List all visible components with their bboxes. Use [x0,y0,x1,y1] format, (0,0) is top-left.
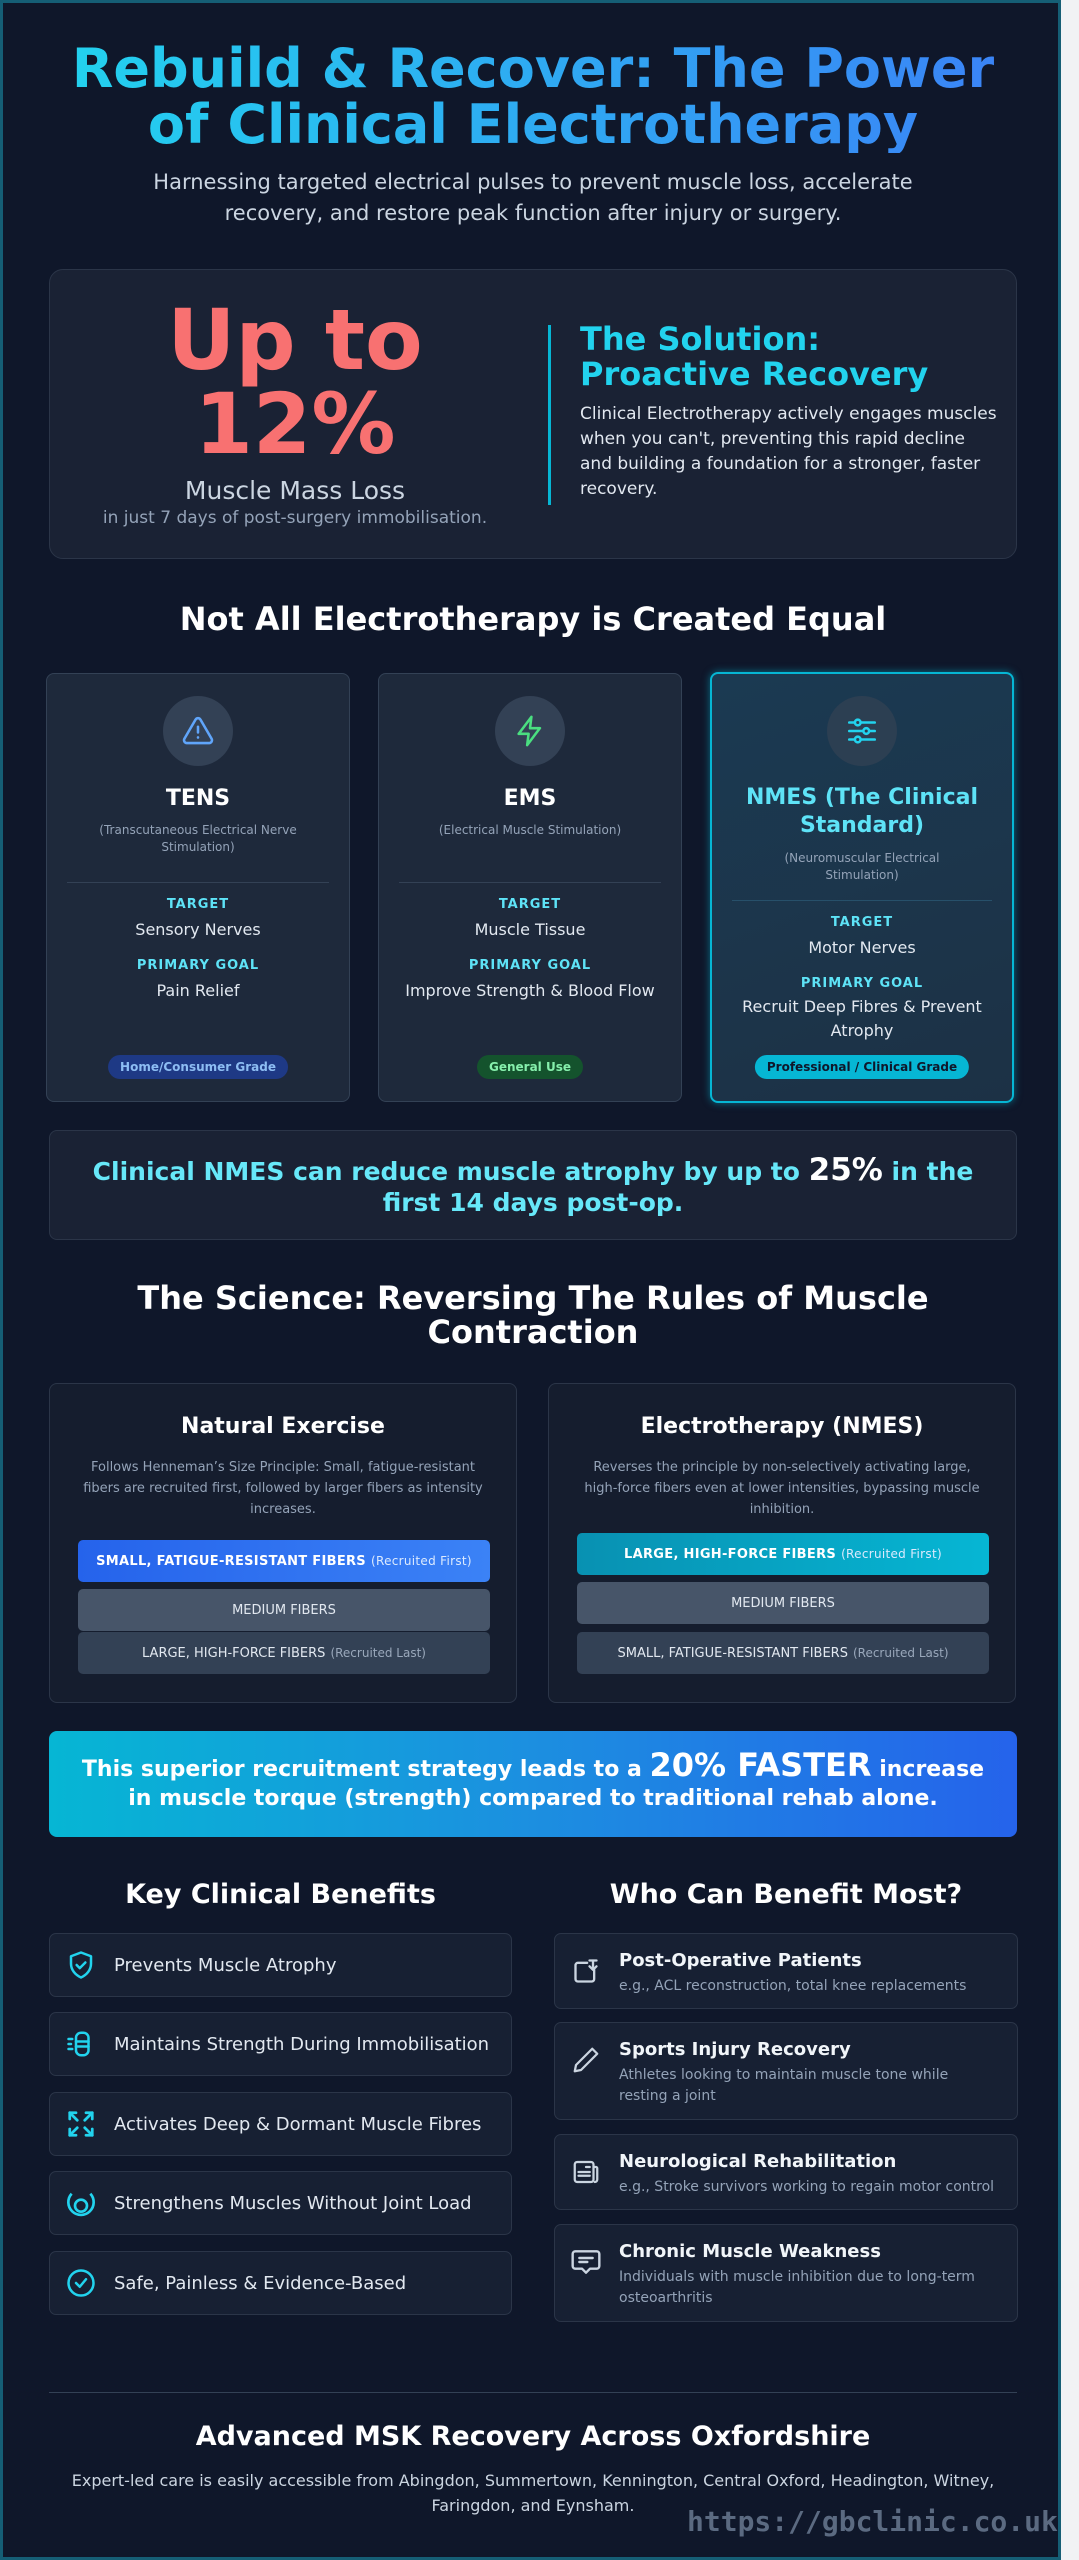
audience-title: Who Can Benefit Most? [609,1879,963,1910]
natural-exercise-panel: Natural Exercise Follows Henneman’s Size… [49,1383,517,1703]
type-name: EMS [503,786,557,811]
benefit-item: Safe, Painless & Evidence-Based [49,2251,512,2315]
panel-title: Natural Exercise [181,1414,385,1439]
science-title: The Science: Reversing The Rules of Musc… [137,1279,929,1351]
solution-block: The Solution: Proactive Recovery Clinica… [580,322,1000,502]
target-label: TARGET [166,897,230,912]
nmes-panel: Electrotherapy (NMES) Reverses the princ… [548,1383,1016,1703]
fiber-bar-medium: MEDIUM FIBERS [78,1589,490,1631]
fiber-bar-first: SMALL, FATIGUE-RESISTANT FIBERS (Recruite… [78,1540,490,1582]
type-name: TENS [165,786,231,811]
sliders-icon [847,718,877,744]
stat-sublabel: in just 7 days of post-surgery immobilis… [102,508,488,528]
banner-highlight: 20% FASTER [649,1746,872,1784]
fiber-bar-last: SMALL, FATIGUE-RESISTANT FIBERS (Recruite… [577,1632,989,1674]
goal-value: Improve Strength & Blood Flow [405,981,655,1000]
fiber-bar-first: LARGE, HIGH-FORCE FIBERS (Recruited First… [577,1533,989,1575]
target-label: TARGET [830,915,894,930]
strength-icon [67,2031,90,2057]
shield-check-icon [69,1951,93,1979]
goal-value: Pain Relief [156,981,240,1000]
type-fullname: (Transcutaneous Electrical Nerve Stimula… [99,823,297,854]
banner-prefix: This superior recruitment strategy leads… [81,1757,650,1782]
stat-line-1: Up to [167,291,423,389]
website-link[interactable]: https://gbclinic.co.uk [687,2505,1058,2538]
goal-label: PRIMARY GOAL [800,976,924,991]
target-value: Sensory Nerves [135,920,261,939]
goal-label: PRIMARY GOAL [136,958,260,973]
banner-suffix: increase in muscle torque (strength) com… [128,1757,985,1811]
footer-title: Advanced MSK Recovery Across Oxfordshire [195,2421,871,2452]
fiber-bar-last: LARGE, HIGH-FORCE FIBERS (Recruited Last) [78,1632,490,1674]
page-subtitle: Harnessing targeted electrical pulses to… [153,170,913,225]
target-value: Motor Nerves [808,938,916,957]
torque-banner: This superior recruitment strategy leads… [49,1731,1017,1837]
divider [67,882,329,883]
divider [732,900,992,901]
type-fullname: (Electrical Muscle Stimulation) [438,823,622,837]
comparison-title: Not All Electrotherapy is Created Equal [179,600,887,638]
benefit-item: Activates Deep & Dormant Muscle Fibres [49,2092,512,2156]
type-fullname: (Neuromuscular Electrical Stimulation) [784,851,940,882]
solution-text: Clinical Electrotherapy actively engages… [580,404,997,499]
type-card-nmes: NMES (The Clinical Standard) (Neuromuscu… [710,672,1014,1103]
audience-item: Chronic Muscle Weakness Individuals with… [554,2224,1018,2322]
benefit-item: Prevents Muscle Atrophy [49,1933,512,1997]
chat-bubble-icon [571,2250,601,2274]
hero-divider [548,325,551,505]
target-label: TARGET [498,897,562,912]
atrophy-callout: Clinical NMES can reduce muscle atrophy … [49,1130,1017,1240]
callout-prefix: Clinical NMES can reduce muscle atrophy … [92,1157,809,1186]
panel-title: Electrotherapy (NMES) [640,1414,924,1439]
page-title: Rebuild & Recover: The Power of Clinical… [43,41,1023,153]
audience-item: Sports Injury Recovery Athletes looking … [554,2022,1018,2120]
fiber-bar-medium: MEDIUM FIBERS [577,1582,989,1624]
surgery-icon [574,1959,598,1983]
type-name: NMES (The Clinical Standard) [746,785,978,838]
footer-divider [49,2392,1017,2393]
stat-label: Muscle Mass Loss [184,476,406,505]
benefit-item: Maintains Strength During Immobilisation [49,2012,512,2076]
ring-icon [67,2192,95,2217]
muscle-loss-stat: Up to 12% Muscle Mass Loss in just 7 day… [50,298,540,528]
expand-arrows-icon [68,2111,94,2137]
audience-item: Neurological Rehabilitation e.g., Stroke… [554,2134,1018,2210]
grade-badge: Home/Consumer Grade [108,1055,288,1079]
warning-triangle-icon [182,716,214,745]
pencil-icon [573,2047,599,2073]
benefits-title: Key Clinical Benefits [125,1879,436,1910]
divider [399,882,661,883]
type-card-tens: TENS (Transcutaneous Electrical Nerve St… [46,673,350,1102]
benefit-item: Strengthens Muscles Without Joint Load [49,2171,512,2235]
check-circle-icon [67,2269,95,2297]
target-value: Muscle Tissue [474,920,586,939]
document-icon [573,2160,599,2184]
goal-value: Recruit Deep Fibres & Prevent Atrophy [742,997,982,1040]
grade-badge: Professional / Clinical Grade [754,1055,970,1079]
callout-suffix: in the first 14 days post-op. [382,1157,974,1217]
panel-text: Reverses the principle by non-selectivel… [584,1460,980,1517]
grade-badge: General Use [476,1055,584,1079]
footer-text: Expert-led care is easily accessible fro… [71,2471,995,2515]
lightning-icon [517,715,542,747]
audience-item: Post-Operative Patients e.g., ACL recons… [554,1933,1018,2009]
panel-text: Follows Henneman’s Size Principle: Small… [83,1460,483,1517]
hero-stat-card: Up to 12% Muscle Mass Loss in just 7 day… [49,269,1017,559]
goal-label: PRIMARY GOAL [468,958,592,973]
type-card-ems: EMS (Electrical Muscle Stimulation) TARG… [378,673,682,1102]
solution-title: The Solution: Proactive Recovery [580,320,929,393]
callout-highlight: 25% [808,1152,883,1188]
stat-value: 12% [194,375,396,473]
